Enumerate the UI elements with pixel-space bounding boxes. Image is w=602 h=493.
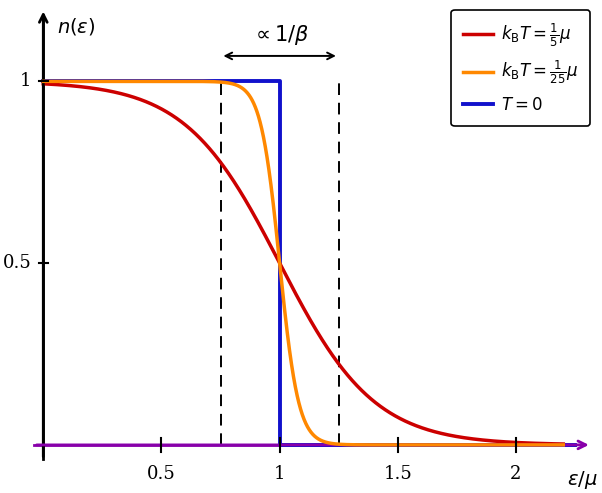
Text: 1.5: 1.5	[383, 465, 412, 483]
Text: $n(\epsilon)$: $n(\epsilon)$	[57, 16, 96, 37]
Text: 2: 2	[510, 465, 522, 483]
Text: $\propto 1/\beta$: $\propto 1/\beta$	[250, 23, 309, 47]
Text: 1: 1	[274, 465, 285, 483]
Text: 0.5: 0.5	[147, 465, 176, 483]
Text: 1: 1	[20, 72, 31, 90]
Legend: $k_{\mathrm{B}}T = \frac{1}{5}\mu$, $k_{\mathrm{B}}T = \frac{1}{25}\mu$, $T = 0$: $k_{\mathrm{B}}T = \frac{1}{5}\mu$, $k_{…	[452, 10, 591, 126]
Text: $\epsilon/\mu$: $\epsilon/\mu$	[567, 468, 598, 491]
Text: 0.5: 0.5	[3, 254, 31, 272]
